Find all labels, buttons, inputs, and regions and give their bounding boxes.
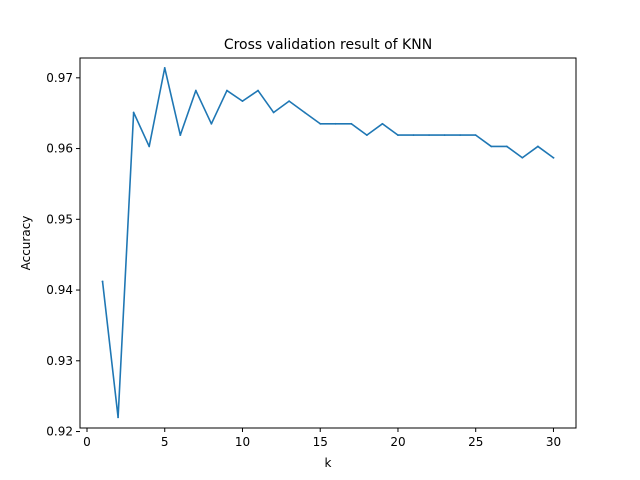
data-point-k24 xyxy=(459,134,462,137)
data-point-k18 xyxy=(365,134,368,137)
x-tick-label: 5 xyxy=(161,435,169,449)
data-point-k5 xyxy=(163,67,166,69)
y-tick-label: 0.94 xyxy=(46,283,73,297)
x-tick-label: 15 xyxy=(313,435,328,449)
y-axis-ticks: 0.92 0.93 0.94 0.95 0.96 0.97 xyxy=(46,71,80,439)
data-point-k25 xyxy=(474,134,477,137)
data-point-k29 xyxy=(537,145,539,148)
data-point-k6 xyxy=(179,134,182,137)
x-tick-label: 10 xyxy=(235,435,250,449)
plot-frame xyxy=(79,57,577,429)
data-point-k16 xyxy=(334,122,337,125)
data-point-k22 xyxy=(428,134,430,137)
series-layer xyxy=(101,67,555,419)
data-point-k19 xyxy=(381,122,384,125)
data-point-k23 xyxy=(443,134,446,137)
x-tick-label: 30 xyxy=(546,435,561,449)
x-axis-ticks: 0 5 10 15 20 25 30 xyxy=(83,428,561,449)
data-point-k11 xyxy=(257,89,259,92)
data-point-k27 xyxy=(505,145,508,148)
data-point-k12 xyxy=(272,111,275,114)
data-point-k17 xyxy=(350,122,353,125)
data-point-k15 xyxy=(319,122,322,125)
data-point-k14 xyxy=(303,111,306,114)
y-tick-label: 0.92 xyxy=(46,425,73,439)
y-tick-label: 0.95 xyxy=(46,212,73,226)
x-tick-label: 25 xyxy=(468,435,483,449)
data-point-k3 xyxy=(132,111,135,114)
data-point-k28 xyxy=(521,156,524,159)
y-tick-label: 0.97 xyxy=(46,71,73,85)
data-point-k26 xyxy=(490,145,493,148)
x-tick-label: 0 xyxy=(83,435,91,449)
series-line-0 xyxy=(101,67,555,419)
data-point-k20 xyxy=(397,134,399,137)
data-point-k30 xyxy=(552,156,555,159)
y-tick-label: 0.96 xyxy=(46,142,73,156)
data-point-k1 xyxy=(101,280,104,283)
data-point-k13 xyxy=(288,100,291,103)
y-axis-label: Accuracy xyxy=(19,216,33,271)
data-point-k10 xyxy=(241,100,244,103)
y-tick-label: 0.93 xyxy=(46,354,73,368)
data-point-k21 xyxy=(412,134,415,137)
data-point-k9 xyxy=(226,89,228,92)
data-point-k8 xyxy=(210,122,213,125)
x-tick-label: 20 xyxy=(390,435,405,449)
data-point-k7 xyxy=(194,89,197,92)
chart-title: Cross validation result of KNN xyxy=(224,37,432,53)
x-axis-label: k xyxy=(325,456,332,470)
plot-area xyxy=(80,58,576,428)
data-point-k4 xyxy=(148,145,151,148)
data-point-k2 xyxy=(117,416,119,419)
